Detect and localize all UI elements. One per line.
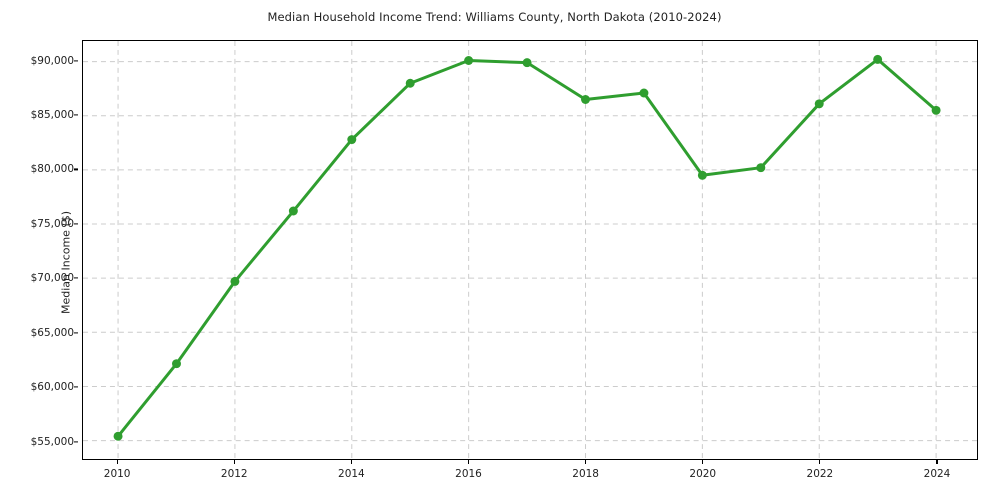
plot-area: Median Income ($) <box>60 40 978 460</box>
x-tick-label: 2022 <box>806 468 834 480</box>
x-tick-mark <box>702 460 704 464</box>
x-tick-mark <box>467 460 470 464</box>
y-tick-mark <box>74 168 78 171</box>
data-point-marker <box>931 105 941 115</box>
gridlines <box>83 41 977 459</box>
data-point-marker <box>172 359 181 369</box>
data-point-marker <box>405 78 415 88</box>
data-point-marker <box>756 163 766 173</box>
x-tick-mark <box>936 460 938 464</box>
data-point-marker <box>113 431 123 441</box>
y-tick-label: $80,000 <box>30 163 74 176</box>
data-point-marker <box>639 88 649 98</box>
x-tick-label: 2014 <box>338 468 365 480</box>
x-tick-mark <box>585 460 587 464</box>
data-point-marker <box>464 56 474 65</box>
y-tick-label: $75,000 <box>30 217 74 230</box>
x-tick-mark <box>233 460 235 464</box>
chart-title: Median Household Income Trend: Williams … <box>267 10 722 24</box>
y-tick-mark <box>74 386 78 388</box>
x-tick-label: 2012 <box>220 468 248 480</box>
y-tick-mark <box>74 223 78 225</box>
data-point-marker <box>581 95 590 104</box>
y-tick-label: $90,000 <box>30 54 74 67</box>
y-tick-mark <box>74 114 78 116</box>
y-tick-mark <box>74 60 78 62</box>
data-point-marker <box>288 206 298 216</box>
data-point-marker <box>814 99 824 109</box>
y-tick-label: $70,000 <box>30 272 74 285</box>
x-tick-mark <box>819 460 821 464</box>
data-point-marker <box>522 58 532 68</box>
data-series-layer <box>113 54 941 441</box>
y-tick-mark <box>74 332 78 334</box>
y-axis-tick-labels: $55,000 $60,000 $65,000 $70,000 $75,000 $80,0… <box>0 40 78 460</box>
y-axis-label: Median Income ($) <box>59 210 73 315</box>
data-point-marker <box>697 170 707 180</box>
x-tick-label: 2020 <box>689 468 717 480</box>
y-tick-mark <box>74 440 78 443</box>
y-tick-mark <box>74 277 78 279</box>
y-tick-label: $60,000 <box>30 381 74 394</box>
y-tick-label: $55,000 <box>30 435 74 448</box>
x-tick-mark <box>116 460 118 464</box>
y-tick-label: $85,000 <box>30 109 74 122</box>
y-tick-label: $65,000 <box>30 326 74 339</box>
x-axis-tick-labels: 2010 2012 2014 2016 2018 2020 2022 2024 <box>82 460 978 490</box>
x-tick-label: 2018 <box>572 468 599 480</box>
x-tick-label: 2010 <box>103 468 131 480</box>
x-tick-mark <box>350 460 352 464</box>
data-point-marker <box>347 135 357 145</box>
data-point-marker <box>230 276 240 286</box>
data-point-marker <box>873 54 883 64</box>
x-tick-label: 2016 <box>455 468 482 480</box>
series-line <box>116 57 938 438</box>
x-tick-label: 2024 <box>923 468 951 480</box>
